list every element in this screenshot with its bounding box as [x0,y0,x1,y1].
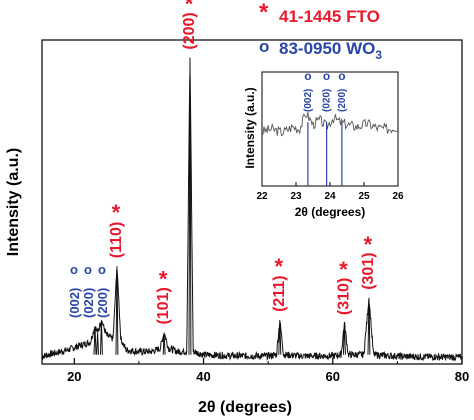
fto-peak-star: * [339,257,348,282]
fto-peak-star: * [364,232,373,257]
wo3-peak-hkl: (002) [67,288,82,318]
inset-peak-circle: o [338,69,345,83]
inset-y-axis-title: Intensity (a.u.) [243,87,257,168]
inset-peak-hkl: (002) [303,89,314,112]
inset-plot-frame [261,71,399,187]
inset-peak-marker: (200) o [337,69,348,186]
fto-peak-star: * [112,200,121,225]
inset-peak-marker: (002) o [303,69,314,186]
fto-peak-hkl: (101) [155,287,172,324]
fto-legend-marker: * [259,0,269,26]
wo3-legend-text: 83-0950 WO3 [279,39,382,62]
fto-peak-hkl: (310) [335,278,352,315]
inset-x-tick-label: 25 [358,191,370,202]
inset-peak-hkl: (020) [322,89,333,112]
main-x-axis-title: 2θ (degrees) [198,399,292,416]
fto-peak-hkl: (301) [360,252,377,289]
inset-x-tick-label: 23 [290,191,302,202]
inset-x-tick-label: 24 [324,191,336,202]
fto-legend-text: 41-1445 FTO [279,7,380,26]
fto-peak-label: (211)* [271,254,288,312]
main-x-tick-label: 80 [455,369,469,384]
fto-peak-hkl: (200) [181,12,198,49]
wo3-legend-formula: 83-0950 WO [279,39,375,58]
inset-x-axis-title: 2θ (degrees) [295,205,366,219]
wo3-legend-marker: o [259,37,269,56]
fto-peak-label: (301)* [360,232,377,290]
fto-peak-hkl: (110) [108,222,125,258]
main-x-tick-label: 60 [326,369,340,384]
wo3-peak-labels: (002)o(020)o(200)o [67,262,110,318]
fto-peak-label: (200)* [181,0,198,50]
inset-x-tick-label: 26 [392,191,404,202]
main-xrd-trace [41,57,463,362]
inset-xrd-trace [261,111,398,137]
inset-peak-markers: (002) o (020) o (200) o [303,69,348,186]
inset-peak-circle: o [304,69,311,83]
main-x-ticks: 20 40 60 80 [67,358,469,384]
fto-peak-label: (101)* [155,267,172,325]
fto-peak-labels: (110)*(101)*(200)*(211)*(310)* (301)* [108,0,377,325]
wo3-peak-label: (002) o [67,262,82,318]
inset-peak-hkl: (200) [337,89,348,112]
wo3-peak-circle: o [70,262,78,277]
fto-peak-star: * [185,0,194,17]
fto-peak-star: * [275,254,284,279]
main-plot-frame [41,39,463,365]
fto-peak-hkl: (211) [271,275,288,311]
inset-x-tick-label: 22 [256,191,268,202]
wo3-peak-hkl: (020) [81,288,96,318]
wo3-peak-circle: o [84,262,92,277]
fto-peak-star: * [159,267,168,292]
wo3-legend-subscript: 3 [375,48,382,62]
inset-peak-circle: o [323,69,330,83]
wo3-peak-circle: o [98,262,106,277]
fto-peak-label: (110)* [108,200,125,258]
inset-peak-marker: (020) o [322,69,333,186]
main-x-tick-label: 20 [67,369,81,384]
wo3-peak-hkl: (200) [95,288,110,318]
inset-x-ticks: 22 23 24 25 26 [256,182,404,202]
wo3-peak-label: (020) o [81,262,96,318]
wo3-peak-label: (200) o [95,262,110,318]
fto-peak-label: (310)* [335,257,352,315]
main-y-axis-title: Intensity (a.u.) [5,148,22,256]
main-x-tick-label: 40 [196,369,210,384]
